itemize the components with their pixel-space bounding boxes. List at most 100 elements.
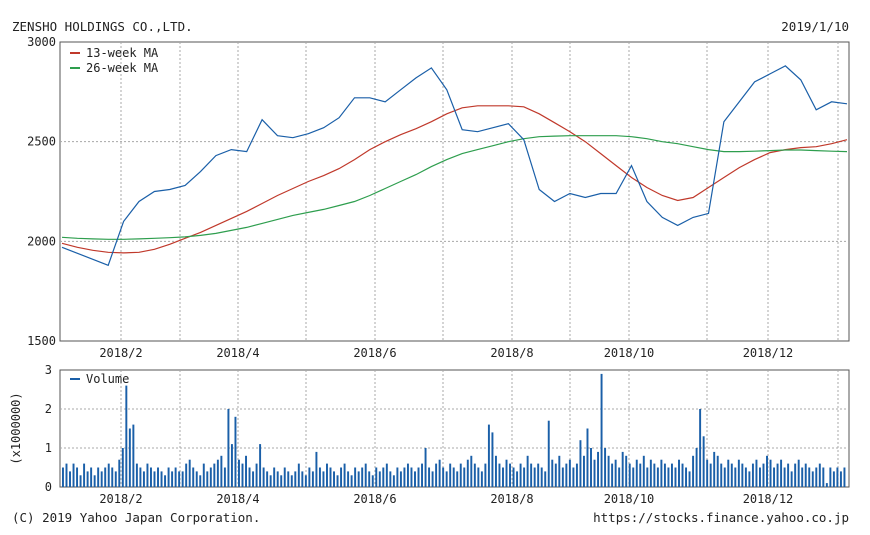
volume-bar-218 (829, 467, 832, 487)
volume-bar-121 (487, 424, 490, 487)
volume-bar-165 (642, 455, 645, 487)
volume-bar-148 (582, 455, 585, 487)
volume-bar-178 (688, 471, 691, 487)
price-x-tick-1: 2018/4 (216, 346, 259, 360)
volume-bar-66 (294, 471, 297, 487)
volume-y-tick-2: 2 (45, 402, 52, 416)
volume-bar-216 (822, 467, 825, 487)
volume-bar-60 (273, 467, 276, 487)
volume-bar-85 (361, 467, 364, 487)
volume-bar-195 (748, 471, 751, 487)
volume-bar-118 (477, 467, 480, 487)
volume-bar-150 (590, 448, 592, 487)
volume-bar-163 (635, 459, 638, 487)
source-url[interactable]: https://stocks.finance.yahoo.co.jp (593, 510, 849, 525)
volume-bar-154 (604, 448, 607, 487)
volume-bar-196 (751, 463, 754, 487)
volume-bar-212 (808, 467, 811, 487)
volume-bar-128 (512, 467, 515, 487)
volume-bar-47 (227, 409, 230, 487)
volume-bar-179 (692, 455, 695, 487)
volume-bar-170 (660, 459, 663, 487)
volume-bar-144 (568, 459, 571, 487)
volume-bar-123 (494, 455, 497, 487)
volume-bar-203 (776, 463, 779, 487)
volume-bar-46 (223, 467, 226, 487)
volume-bar-200 (766, 455, 768, 487)
volume-bar-202 (773, 467, 776, 487)
volume-bar-193 (741, 463, 744, 487)
volume-bar-76 (329, 467, 332, 487)
volume-bar-6 (83, 463, 86, 487)
volume-bar-27 (157, 467, 159, 487)
volume-bar-133 (530, 463, 533, 487)
volume-y-label: (x1000000) (9, 392, 23, 464)
price-x-tick-5: 2018/12 (743, 346, 794, 360)
volume-bar-181 (699, 409, 702, 487)
volume-bar-174 (674, 467, 677, 487)
volume-bar-159 (621, 451, 624, 487)
volume-bar-101 (417, 467, 420, 487)
volume-bar-115 (466, 459, 469, 487)
volume-bar-82 (350, 475, 353, 487)
volume-bar-194 (744, 467, 747, 487)
price-y-tick-1: 2000 (27, 234, 56, 248)
volume-bar-25 (150, 467, 152, 487)
volume-bar-40 (202, 463, 205, 487)
volume-bar-65 (290, 475, 293, 487)
volume-bar-131 (523, 467, 526, 487)
volume-bar-72 (315, 451, 318, 487)
volume-bar-176 (681, 463, 684, 487)
volume-y-tick-0: 0 (45, 480, 52, 494)
volume-bar-114 (463, 467, 466, 487)
volume-bar-37 (192, 467, 195, 487)
volume-bar-221 (839, 471, 842, 487)
volume-bar-136 (540, 467, 543, 487)
volume-bar-48 (230, 444, 233, 487)
volume-bar-42 (209, 467, 212, 487)
volume-bar-23 (142, 471, 145, 487)
volume-bar-68 (301, 471, 304, 487)
volume-bar-146 (575, 463, 578, 487)
volume-bar-80 (343, 463, 346, 487)
volume-bar-110 (449, 463, 452, 487)
volume-bar-56 (259, 444, 262, 487)
volume-bar-175 (678, 459, 680, 487)
volume-bar-81 (347, 471, 350, 487)
volume-bar-198 (759, 467, 761, 487)
volume-bar-64 (287, 471, 290, 487)
volume-bar-54 (252, 471, 255, 487)
volume-bar-220 (836, 467, 839, 487)
volume-bar-36 (188, 459, 191, 487)
volume-bar-52 (245, 455, 247, 487)
volume-bar-117 (473, 463, 476, 487)
volume-bar-126 (505, 459, 508, 487)
volume-bar-79 (340, 467, 343, 487)
volume-bar-145 (572, 467, 575, 487)
volume-y-tick-1: 1 (45, 441, 52, 455)
volume-bar-14 (111, 467, 114, 487)
volume-bar-208 (794, 463, 797, 487)
volume-bar-58 (266, 471, 269, 487)
volume-bar-93 (389, 471, 392, 487)
volume-bar-30 (167, 467, 170, 487)
volume-bar-222 (843, 467, 846, 487)
volume-bar-61 (276, 471, 279, 487)
volume-bar-169 (656, 467, 659, 487)
volume-bar-113 (459, 463, 462, 487)
volume-bar-164 (639, 463, 642, 487)
volume-bar-12 (104, 467, 107, 487)
volume-bar-134 (533, 467, 536, 487)
volume-bar-87 (368, 471, 371, 487)
volume-bar-125 (502, 467, 504, 487)
volume-bar-11 (100, 471, 103, 487)
volume-bar-166 (646, 467, 649, 487)
volume-bar-35 (185, 463, 188, 487)
volume-bar-3 (72, 463, 75, 487)
volume-bar-0 (62, 467, 64, 487)
volume-bar-53 (248, 467, 251, 487)
legend-label-0: 13-week MA (86, 46, 159, 60)
volume-bar-119 (480, 471, 483, 487)
volume-bar-103 (424, 448, 427, 487)
volume-bar-127 (509, 463, 511, 487)
